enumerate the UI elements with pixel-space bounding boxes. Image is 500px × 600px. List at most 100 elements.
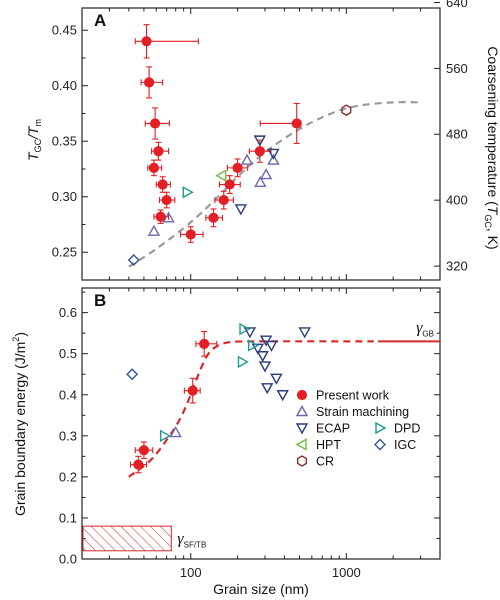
legend-label-igc: IGC [394, 438, 416, 452]
legend-label-dpd: DPD [394, 422, 420, 436]
panel-b-dpd-point-3 [247, 339, 260, 352]
panel-a-frame [81, 7, 441, 281]
panel-a-right-axis: 320 400 480 560 640 [434, 0, 468, 274]
panel-a-dpd-point-0 [182, 186, 194, 199]
legend-label-ecap: ECAP [316, 422, 350, 436]
panel-b-x-axis-title: Grain size (nm) [213, 581, 309, 597]
gamma-sf-tb-band [82, 525, 172, 552]
panel-a-cr-point-0 [341, 104, 352, 116]
legend: Present work Strain machining ECAP DPD HPT IG… [295, 389, 420, 469]
panel-b-ecap-point-6 [265, 340, 278, 352]
panel-a-right-tick-label-560: 560 [446, 61, 468, 76]
panel-a-x-axis [81, 8, 441, 280]
legend-label-strain: Strain machining [316, 405, 409, 419]
panel-b-x-tick-label-1000: 1000 [332, 565, 361, 580]
panel-a-y-tick-label-0.35: 0.35 [52, 134, 77, 149]
panel-a-present-point-2 [149, 118, 161, 129]
panel-b-strain-point-0 [169, 426, 182, 438]
panel-a-present-point-10 [218, 194, 229, 206]
panel-b-frame [81, 287, 441, 560]
panel-b-y-tick-label-0.0: 0.0 [59, 552, 77, 567]
panel-a-letter: A [94, 11, 106, 30]
panel-b-y-tick-label-0.4: 0.4 [59, 387, 77, 402]
panel-a-right-tick-label-480: 480 [446, 127, 468, 142]
panel-b-x-tick-label-100: 100 [180, 565, 202, 580]
panel-a-present-point-14 [291, 118, 302, 129]
legend-marker-present [296, 389, 308, 401]
panel-b: B 0.0 0.1 0.2 0.3 0.4 0.5 0.6 100 1000 Grain bo… [11, 287, 441, 597]
panel-b-fit-line [128, 340, 374, 478]
legend-marker-dpd [375, 421, 387, 435]
panel-b-igc-point-0 [126, 368, 139, 381]
panel-b-y-tick-label-0.1: 0.1 [59, 510, 77, 525]
legend-marker-igc [374, 438, 386, 451]
panel-a-y-axis-title: TGC/Tm [25, 119, 43, 161]
gamma-sf-tb-symbol: γ [177, 530, 184, 547]
panel-b-ecap-point-9 [298, 327, 311, 339]
panel-a-ecap-point-2 [267, 148, 280, 160]
panel-b-dpd-point-1 [237, 355, 249, 369]
legend-marker-ecap [295, 423, 309, 435]
panel-b-x-axis: 100 1000 [81, 288, 441, 580]
panel-a-right-axis-title: Coarsening temperature (TGC, K) [483, 46, 500, 249]
panel-a-strain-point-0 [147, 224, 161, 236]
panel-b-ecap-point-1 [251, 343, 265, 355]
panel-b-y-tick-label-0.6: 0.6 [59, 305, 77, 320]
panel-a-left-axis: 0.25 0.30 0.35 0.40 0.45 [52, 23, 88, 260]
panel-b-present-point-0 [133, 459, 144, 470]
panel-b-present-point-2 [187, 385, 198, 396]
legend-label-present: Present work [316, 389, 390, 403]
panel-b-ecap-point-2 [256, 351, 269, 363]
panel-a-ecap-point-0 [234, 204, 248, 216]
panel-a-right-tick-label-400: 400 [446, 193, 468, 208]
panel-a-strain-point-1 [162, 211, 175, 223]
gamma-sf-tb-label: γSF/TB [177, 530, 206, 549]
panel-a-y-tick-label-0.25: 0.25 [52, 245, 77, 260]
gamma-gb-label: γGB [416, 319, 434, 338]
panel-a-right-tick-label-640: 640 [446, 0, 468, 10]
panel-b-y-tick-label-0.2: 0.2 [59, 469, 77, 484]
panel-b-dpd-point-2 [239, 322, 251, 336]
panel-b-present-point-3 [199, 338, 210, 349]
panel-a-hpt-point-0 [215, 169, 227, 182]
panel-a-y-tick-label-0.45: 0.45 [52, 23, 77, 38]
panel-a-present-point-7 [155, 211, 166, 222]
panel-b-letter: B [94, 291, 106, 310]
panel-a-trend-line [128, 101, 421, 268]
panel-a-ecap-point-1 [253, 135, 267, 147]
panel-b-ecap-point-0 [243, 327, 257, 339]
panel-a-present-point-4 [148, 162, 160, 173]
panel-b-ecap-point-3 [258, 361, 272, 373]
legend-marker-strain [295, 405, 309, 417]
panel-a-present-point-1 [144, 77, 155, 88]
panel-b-y-tick-label-0.5: 0.5 [59, 346, 77, 361]
panel-a-present-point-12 [232, 162, 243, 173]
panel-b-y-axis: 0.0 0.1 0.2 0.3 0.4 0.5 0.6 [59, 291, 440, 567]
panel-a-strain-point-2 [240, 153, 254, 165]
panel-a-present-point-13 [254, 146, 265, 157]
panel-b-ecap-point-4 [259, 335, 273, 347]
panel-a-present-point-11 [224, 179, 235, 190]
panel-b-present-point-1 [138, 445, 150, 456]
legend-marker-hpt [295, 438, 307, 451]
gamma-gb-symbol: γ [416, 319, 423, 336]
panel-b-ecap-point-5 [261, 383, 274, 395]
panel-a-strain-point-3 [254, 175, 267, 188]
panel-a-present-point-6 [161, 194, 172, 206]
panel-a-right-tick-label-320: 320 [446, 259, 468, 274]
panel-a-strain-point-4 [259, 168, 273, 180]
panel-a-data [127, 24, 421, 268]
panel-a-y-tick-label-0.30: 0.30 [52, 189, 77, 204]
panel-a-present-point-3 [153, 146, 164, 157]
legend-marker-cr [296, 455, 308, 467]
panel-b-ecap-point-8 [276, 390, 289, 402]
panel-a-present-point-8 [185, 229, 196, 240]
legend-label-cr: CR [316, 455, 334, 469]
gamma-sf-tb-subscript: SF/TB [184, 540, 207, 549]
panel-a-y-tick-label-0.40: 0.40 [52, 78, 77, 93]
gamma-gb-subscript: GB [422, 329, 434, 338]
panel-a-present-point-9 [208, 212, 219, 223]
panel-b-y-axis-title: Grain boundary energy (J/m2) [11, 332, 28, 516]
